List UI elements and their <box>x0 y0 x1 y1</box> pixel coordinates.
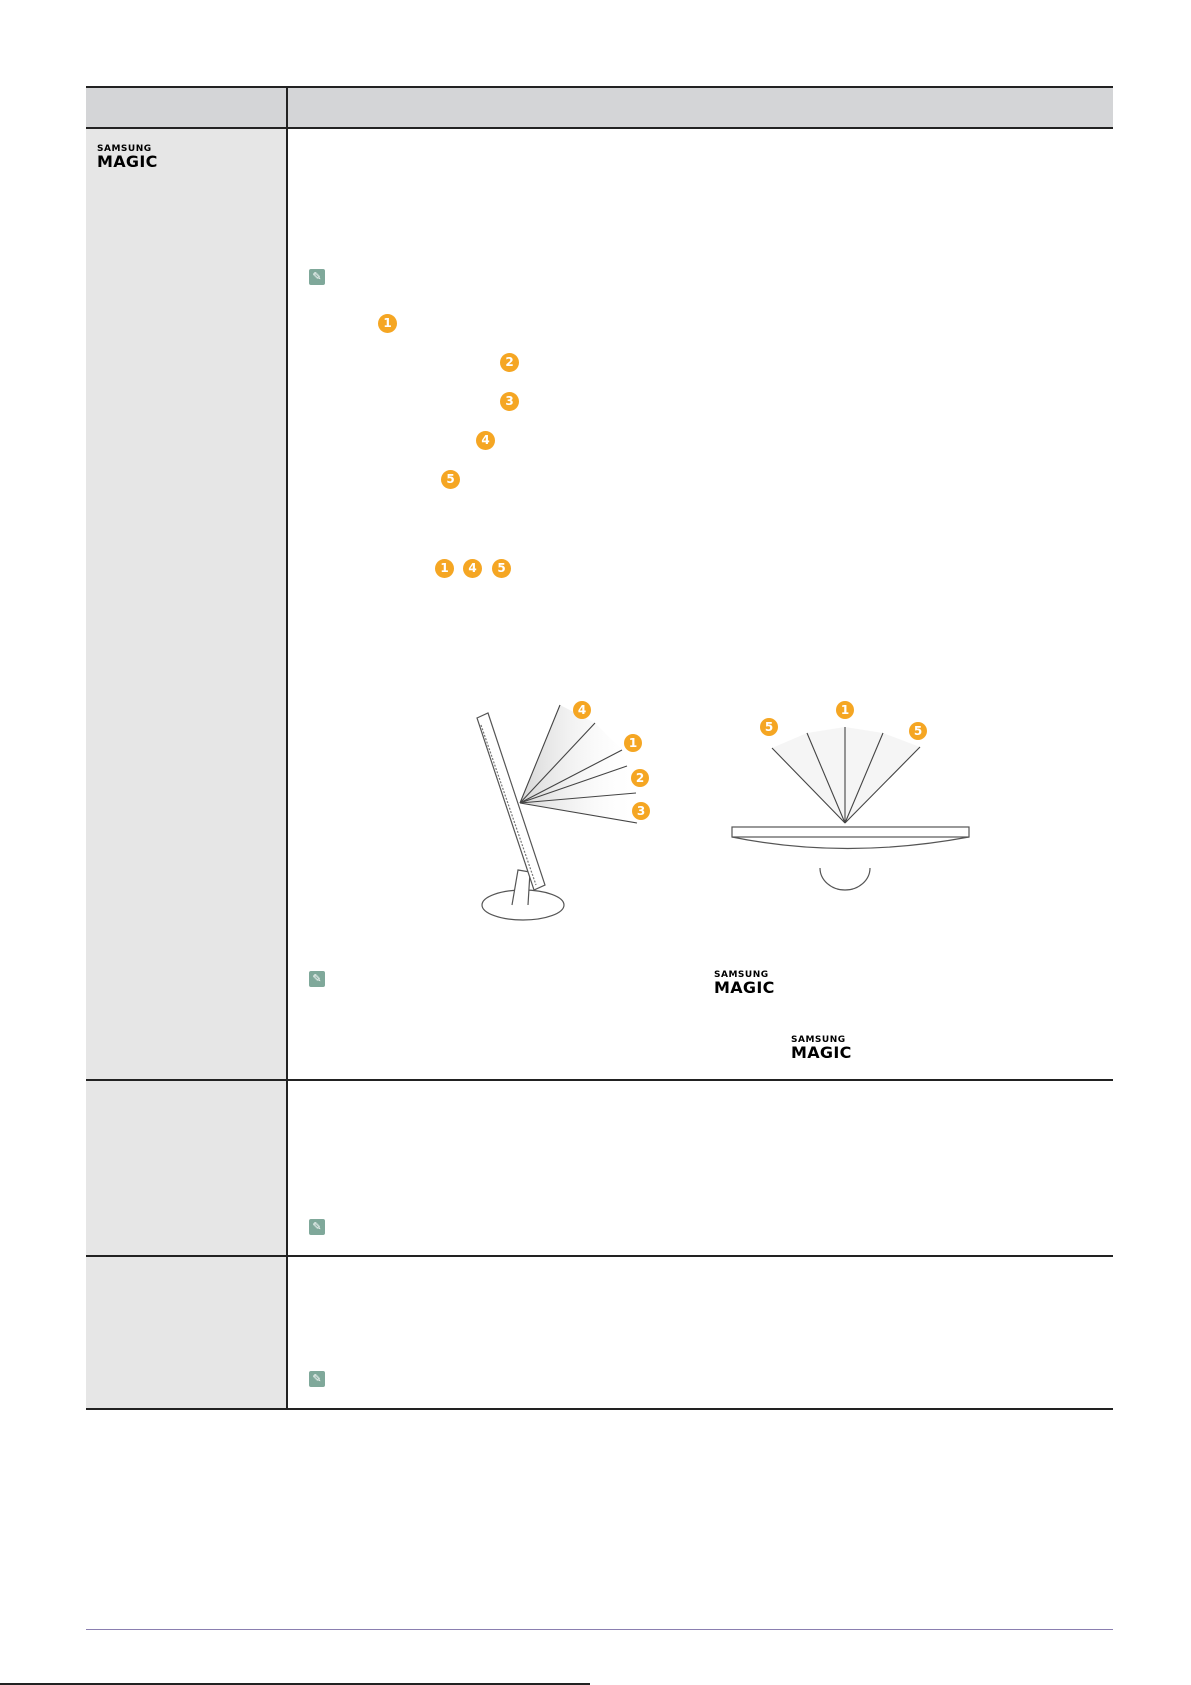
angle-badge-label: 5 <box>914 724 922 738</box>
column-divider <box>286 86 288 1409</box>
samsung-magic-logo: SAMSUNG MAGIC <box>714 971 775 996</box>
ray <box>844 746 921 824</box>
monitor-side-view <box>476 712 565 921</box>
ray <box>519 722 596 804</box>
samsung-magic-logo: SAMSUNG MAGIC <box>97 145 158 170</box>
angle-badge-label: 1 <box>841 703 849 717</box>
table-label-column <box>86 129 286 1409</box>
angle-badge <box>624 734 642 752</box>
step-badge: 3 <box>500 392 519 411</box>
logo-line1: SAMSUNG <box>791 1035 846 1045</box>
step-badge: 4 <box>476 431 495 450</box>
ray <box>519 749 623 804</box>
table-bottom-border <box>86 1408 1113 1410</box>
row-divider <box>86 1255 1113 1257</box>
angle-badge-label: 5 <box>765 720 773 734</box>
ray <box>806 732 846 824</box>
ray <box>519 765 628 804</box>
angle-badge-label: 2 <box>636 771 644 785</box>
angle-badge <box>632 802 650 820</box>
angle-badge <box>760 718 778 736</box>
logo-line1: SAMSUNG <box>714 970 769 980</box>
ray <box>519 792 637 804</box>
angle-badge <box>573 701 591 719</box>
step-badge: 1 <box>435 559 454 578</box>
footer-rule <box>86 1629 1113 1630</box>
note-pencil-icon: ✎ <box>309 971 325 987</box>
table-header <box>86 86 1113 129</box>
logo-line2: MAGIC <box>791 1043 852 1062</box>
ray <box>771 747 846 824</box>
angle-badge-label: 3 <box>637 804 645 818</box>
note-pencil-icon: ✎ <box>309 1219 325 1235</box>
monitor-panel <box>476 712 546 891</box>
ray <box>844 732 884 824</box>
step-badge: 2 <box>500 353 519 372</box>
angle-badge <box>631 769 649 787</box>
logo-line1: SAMSUNG <box>97 144 152 154</box>
monitor-stand-top <box>819 867 871 891</box>
angle-badge-label: 1 <box>629 736 637 750</box>
step-badge: 5 <box>441 470 460 489</box>
top-angle-rays <box>771 727 921 824</box>
monitor-panel-top <box>731 826 970 838</box>
step-badge: 4 <box>463 559 482 578</box>
row-divider <box>86 1079 1113 1081</box>
step-badge: 1 <box>378 314 397 333</box>
step-badge: 5 <box>492 559 511 578</box>
monitor-top-view <box>731 826 970 891</box>
samsung-magic-logo: SAMSUNG MAGIC <box>791 1036 852 1061</box>
page-bottom-edge <box>0 1683 590 1685</box>
note-pencil-icon: ✎ <box>309 269 325 285</box>
logo-line2: MAGIC <box>714 978 775 997</box>
note-pencil-icon: ✎ <box>309 1371 325 1387</box>
angle-badge <box>836 701 854 719</box>
ray <box>519 802 638 824</box>
monitor-stand-neck <box>511 869 531 906</box>
logo-line2: MAGIC <box>97 152 158 171</box>
side-angle-rays <box>519 704 638 824</box>
angle-badge-label: 4 <box>578 703 586 717</box>
angle-badge <box>909 722 927 740</box>
ray <box>519 704 561 804</box>
monitor-back <box>731 836 970 850</box>
